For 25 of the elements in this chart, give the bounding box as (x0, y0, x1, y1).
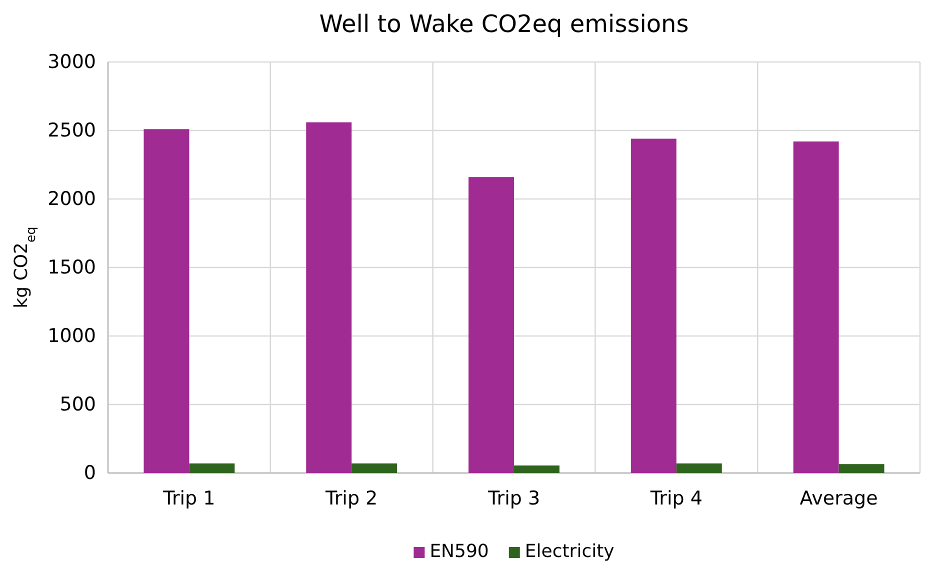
y-tick-label: 2000 (48, 188, 96, 210)
bar (189, 463, 235, 473)
x-tick-label: Trip 1 (162, 487, 216, 510)
x-tick-label: Average (800, 487, 878, 510)
bar (838, 464, 884, 473)
legend-label: Electricity (524, 541, 615, 562)
y-tick-label: 2500 (48, 120, 96, 142)
x-tick-label: Trip 4 (649, 487, 702, 510)
y-tick-label: 1500 (48, 256, 96, 279)
bar (630, 138, 676, 473)
bar (144, 129, 190, 473)
bar (468, 177, 514, 473)
x-tick-label: Trip 2 (324, 487, 378, 510)
legend-label: EN590 (430, 541, 489, 562)
bar (352, 463, 398, 473)
bar (306, 122, 352, 473)
y-tick-label: 3000 (48, 51, 96, 74)
bar (676, 463, 722, 473)
y-tick-label: 1000 (48, 325, 96, 348)
y-tick-label: 500 (60, 394, 96, 416)
y-tick-label: 0 (84, 462, 96, 484)
bar (514, 465, 560, 473)
bar (793, 141, 839, 473)
x-tick-label: Trip 3 (486, 487, 540, 510)
chart-title: Well to Wake CO2eq emissions (319, 10, 689, 38)
